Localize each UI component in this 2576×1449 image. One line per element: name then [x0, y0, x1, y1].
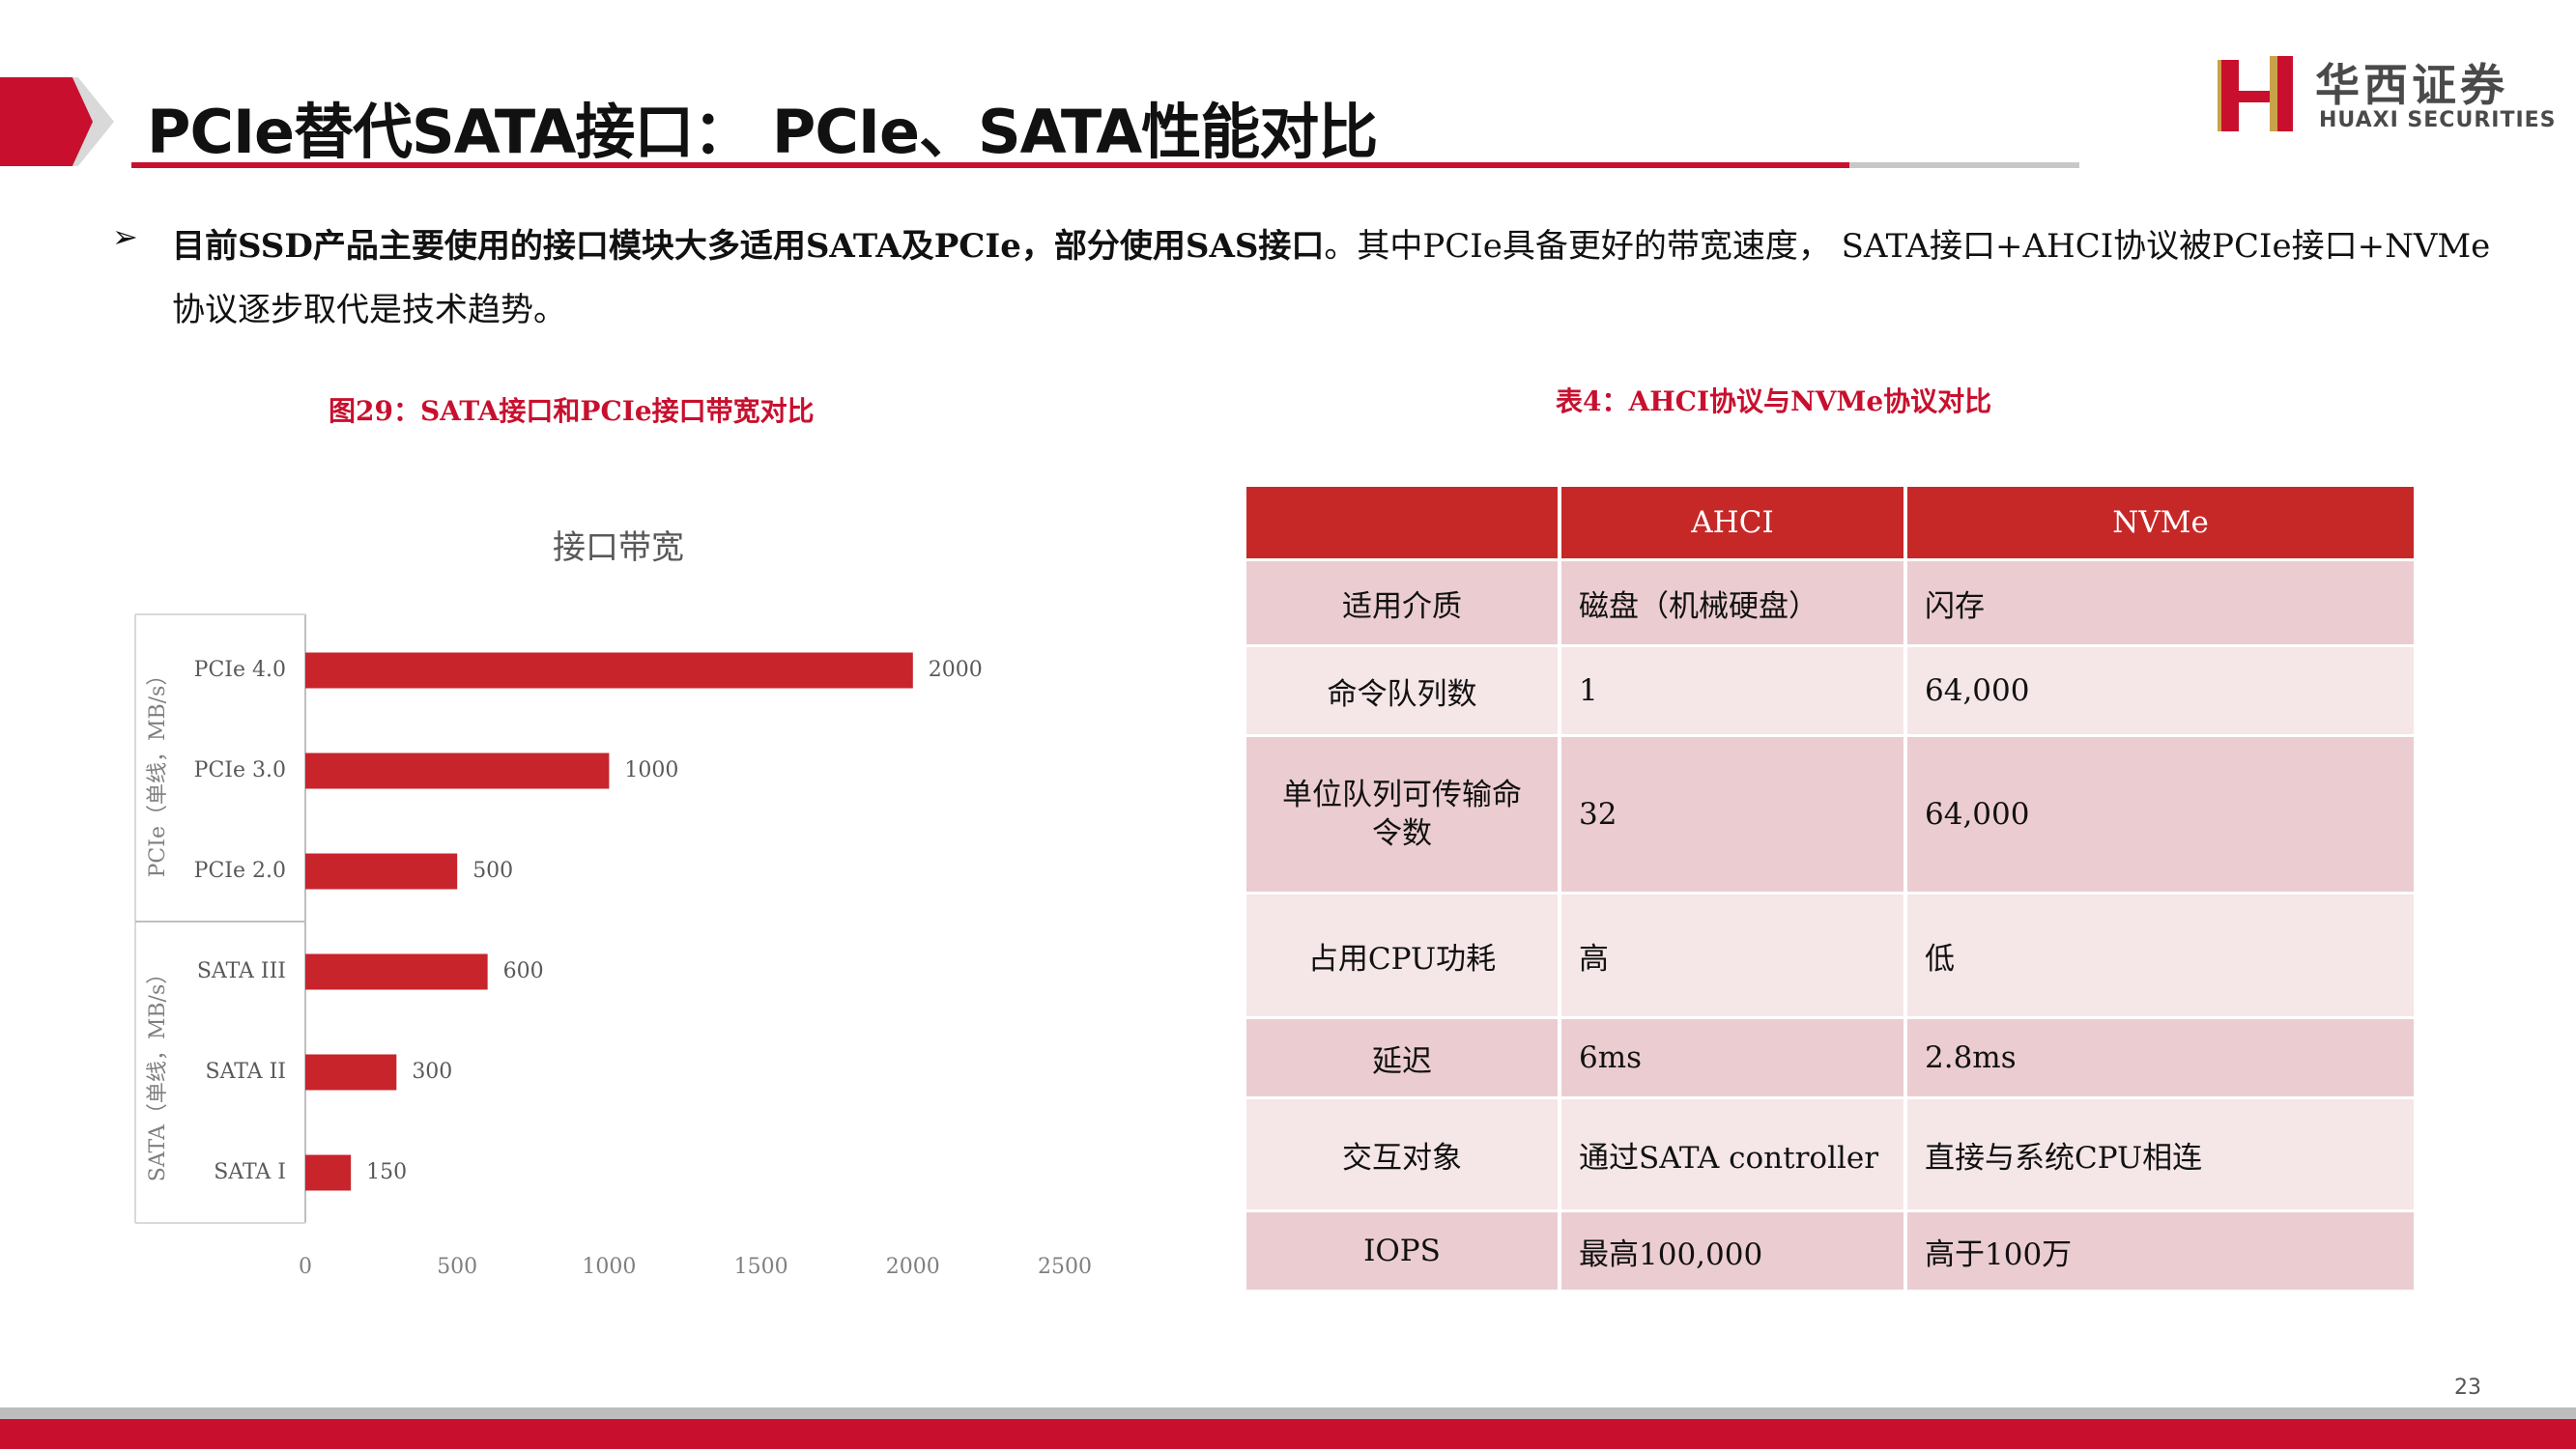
row-label: 占用CPU功耗: [1246, 895, 1558, 1016]
x-tick-label: 2500: [1038, 1255, 1092, 1279]
data-label: 1000: [624, 758, 678, 782]
group-label: PCIe（单线，MB/s）: [146, 665, 170, 878]
chart-title: 接口带宽: [553, 528, 684, 567]
row-label: 单位队列可传输命令数: [1246, 737, 1558, 892]
row-label: 适用介质: [1246, 561, 1558, 644]
data-label: 500: [472, 859, 513, 883]
table-header-ahci: AHCI: [1561, 487, 1903, 558]
title-underline-gray: [1849, 162, 2079, 168]
footer-red-band: [0, 1419, 2576, 1449]
nvme-cell: 2.8ms: [1907, 1019, 2414, 1096]
row-label: 命令队列数: [1246, 647, 1558, 734]
title-underline: [131, 162, 1849, 168]
page-number: 23: [2454, 1376, 2481, 1400]
x-tick-label: 500: [437, 1255, 477, 1279]
table-row: 适用介质 磁盘（机械硬盘） 闪存: [1246, 561, 2414, 644]
data-label: 300: [412, 1060, 452, 1084]
ahci-cell: 最高100,000: [1561, 1212, 1903, 1290]
huaxi-logo-icon: [2218, 56, 2293, 131]
data-label: 150: [366, 1160, 407, 1184]
data-label: 600: [503, 959, 544, 983]
ahci-cell: 高: [1561, 895, 1903, 1016]
nvme-cell: 高于100万: [1907, 1212, 2414, 1290]
bullet-bold-text: 目前SSD产品主要使用的接口模块大多适用SATA及PCIe，部分使用SAS接口: [172, 227, 1325, 266]
footer-gray-band: [0, 1407, 2576, 1419]
table-row: 命令队列数 1 64,000: [1246, 647, 2414, 734]
ahci-cell: 1: [1561, 647, 1903, 734]
bullet-rest-text: 。其中PCIe具备更好的带宽速度， SATA接口+AHCI协议被PCIe接口+N…: [172, 227, 2491, 329]
bar: [305, 1054, 397, 1091]
table-caption: 表4：AHCI协议与NVMe协议对比: [1556, 385, 1992, 417]
ahci-cell: 6ms: [1561, 1019, 1903, 1096]
bandwidth-bar-chart: 接口带宽 PCIe（单线，MB/s） SATA（单线，MB/s） PCIe 4.0 2…: [134, 528, 1092, 1279]
table-row: 交互对象 通过SATA controller 直接与系统CPU相连: [1246, 1099, 2414, 1209]
nvme-cell: 闪存: [1907, 561, 2414, 644]
logo-chinese-name: 华西证券: [2315, 59, 2508, 111]
table-row: IOPS 最高100,000 高于100万: [1246, 1212, 2414, 1290]
bar: [305, 753, 610, 789]
x-tick-label: 0: [299, 1255, 312, 1279]
x-tick-label: 2000: [886, 1255, 940, 1279]
nvme-cell: 64,000: [1907, 737, 2414, 892]
x-tick-label: 1000: [582, 1255, 636, 1279]
bar: [305, 1154, 352, 1191]
table-row: 单位队列可传输命令数 32 64,000: [1246, 737, 2414, 892]
bar: [305, 652, 913, 689]
category-tick-label: SATA III: [197, 959, 286, 983]
table-header-nvme: NVMe: [1907, 487, 2414, 558]
category-tick-label: SATA I: [214, 1160, 286, 1184]
category-tick-label: SATA II: [206, 1060, 287, 1084]
category-tick-label: PCIe 3.0: [194, 758, 286, 782]
category-tick-label: PCIe 2.0: [194, 859, 286, 883]
nvme-cell: 低: [1907, 895, 2414, 1016]
title-tab-marker: [0, 77, 93, 166]
ahci-cell: 通过SATA controller: [1561, 1099, 1903, 1209]
row-label: IOPS: [1246, 1212, 1558, 1290]
bar: [305, 953, 488, 990]
nvme-cell: 直接与系统CPU相连: [1907, 1099, 2414, 1209]
table-row: 延迟 6ms 2.8ms: [1246, 1019, 2414, 1096]
table-header-row: AHCI NVMe: [1246, 487, 2414, 558]
category-tick-label: PCIe 4.0: [194, 658, 286, 682]
logo-english-name: HUAXI SECURITIES: [2319, 108, 2557, 132]
table-row: 占用CPU功耗 高 低: [1246, 895, 2414, 1016]
bullet-paragraph: 目前SSD产品主要使用的接口模块大多适用SATA及PCIe，部分使用SAS接口。…: [172, 214, 2491, 342]
group-label: SATA（单线，MB/s）: [146, 963, 170, 1182]
bar: [305, 853, 458, 890]
protocol-comparison-table: AHCI NVMe 适用介质 磁盘（机械硬盘） 闪存 命令队列数 1 64,00…: [1243, 484, 2418, 1293]
x-tick-label: 1500: [734, 1255, 788, 1279]
ahci-cell: 32: [1561, 737, 1903, 892]
row-label: 延迟: [1246, 1019, 1558, 1096]
row-label: 交互对象: [1246, 1099, 1558, 1209]
bullet-arrow-icon: ➢: [112, 218, 138, 255]
data-label: 2000: [929, 658, 983, 682]
page-title: PCIe替代SATA接口： PCIe、SATA性能对比: [147, 97, 1378, 167]
ahci-cell: 磁盘（机械硬盘）: [1561, 561, 1903, 644]
nvme-cell: 64,000: [1907, 647, 2414, 734]
table-header-blank: [1246, 487, 1558, 558]
chart-caption: 图29：SATA接口和PCIe接口带宽对比: [329, 395, 815, 427]
